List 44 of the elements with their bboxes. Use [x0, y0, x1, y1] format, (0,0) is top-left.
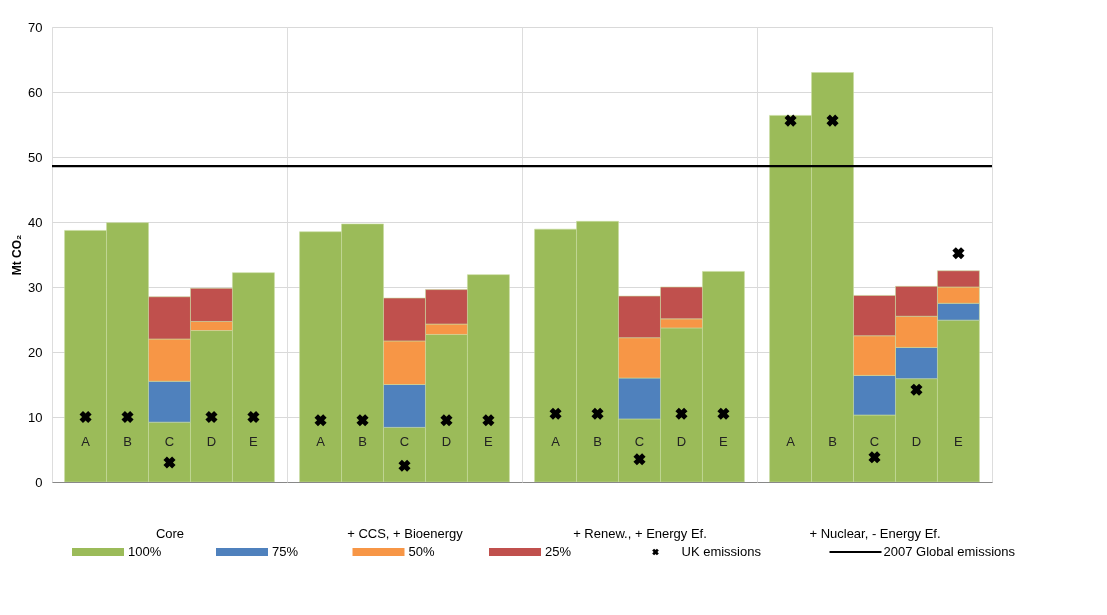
legend-label: 100% [128, 544, 162, 559]
x-tick-label: C [634, 433, 645, 449]
point [910, 383, 923, 396]
x-tick-label: E [719, 433, 729, 449]
x-tick-label: C [164, 433, 175, 449]
x-tick-label: D [676, 433, 687, 449]
y-tick-label: 50 [28, 149, 43, 165]
x-axis-title: + CCS, + Bioenergy [347, 525, 464, 541]
y-tick-label: 40 [28, 214, 43, 230]
y-tick-label: 0 [35, 474, 43, 490]
legend-label: 75% [272, 544, 299, 559]
legend-label: 25% [545, 544, 572, 559]
x-tick-label: D [441, 433, 452, 449]
x-tick-label: E [954, 433, 964, 449]
legend-label: 2007 Global emissions [883, 544, 1016, 559]
x-tick-label: A [316, 433, 326, 449]
x-tick-label: A [551, 433, 561, 449]
y-tick-label: 70 [28, 19, 43, 35]
x-tick-label: B [593, 433, 602, 449]
x-axis-title: Core [155, 525, 185, 541]
x-tick-label: C [399, 433, 410, 449]
x-tick-label: A [786, 433, 796, 449]
legend-label: UK emissions [681, 544, 762, 559]
x-tick-label: D [206, 433, 217, 449]
y-tick-label: 20 [28, 344, 43, 360]
legend-label: 50% [408, 544, 435, 559]
x-tick-label: B [358, 433, 367, 449]
x-tick-label: B [828, 433, 837, 449]
point [826, 114, 839, 127]
x-axis-title: + Nuclear, - Energy Ef. [809, 525, 941, 541]
y-axis-title: Mt CO₂ [10, 234, 25, 276]
point [784, 114, 797, 127]
x-tick-label: C [869, 433, 880, 449]
point [868, 451, 881, 464]
x-tick-label: E [249, 433, 259, 449]
y-tick-label: 10 [28, 409, 43, 425]
x-tick-label: D [911, 433, 922, 449]
x-tick-label: B [123, 433, 132, 449]
x-tick-label: E [484, 433, 494, 449]
y-tick-label: 60 [28, 84, 43, 100]
x-tick-label: A [81, 433, 91, 449]
y-tick-label: 30 [28, 279, 43, 295]
point [952, 247, 965, 260]
x-axis-title: + Renew., + Energy Ef. [573, 525, 707, 541]
